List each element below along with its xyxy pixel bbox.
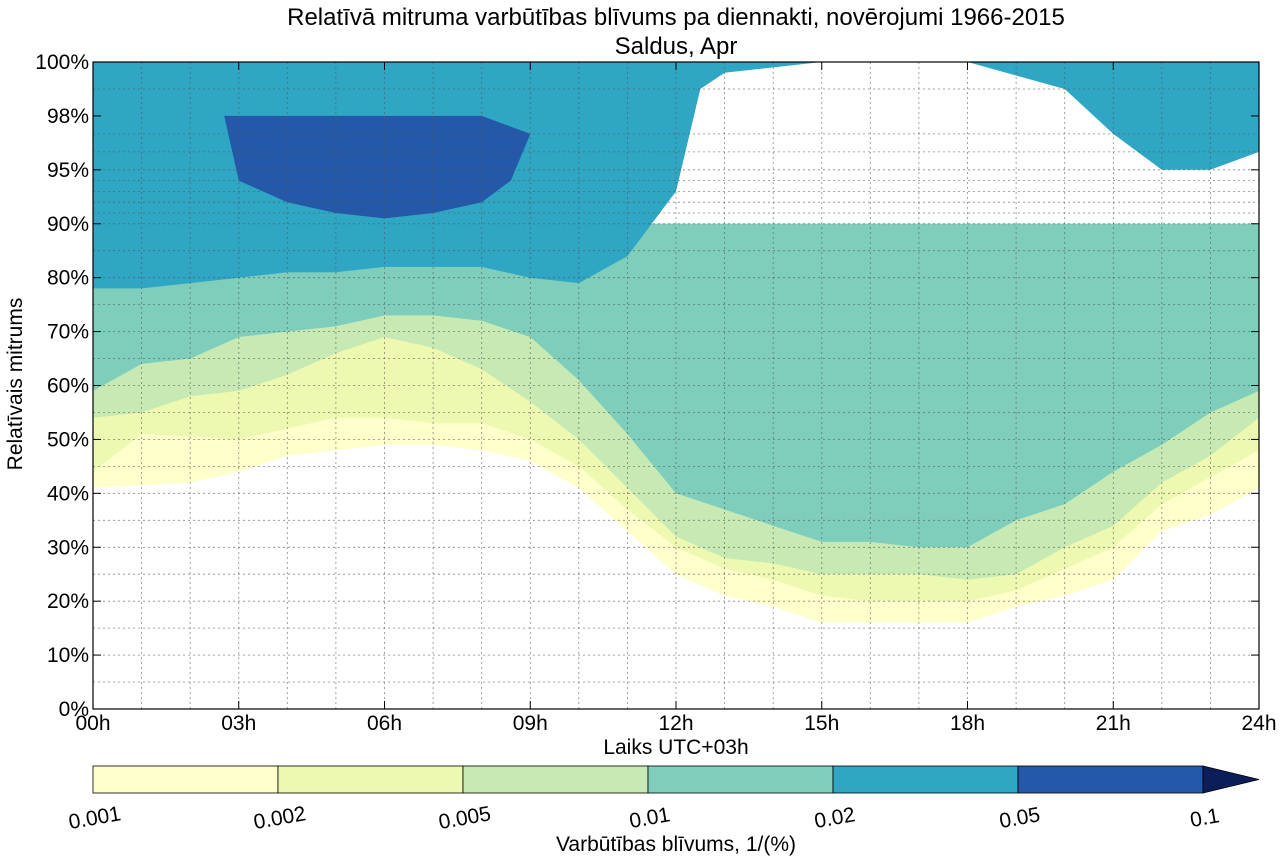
colorbar-tick-label: 0.005 bbox=[437, 802, 493, 834]
y-tick-label: 95% bbox=[47, 159, 89, 182]
colorbar-segment bbox=[277, 765, 464, 794]
density-region-5 bbox=[224, 115, 531, 219]
x-tick-label: 12h bbox=[658, 712, 693, 735]
y-tick-label: 70% bbox=[47, 321, 89, 344]
y-tick-label: 0% bbox=[59, 698, 89, 721]
x-tick-label: 09h bbox=[513, 712, 548, 735]
x-axis-label: Laiks UTC+03h bbox=[603, 736, 748, 759]
x-tick-label: 06h bbox=[367, 712, 402, 735]
y-tick-label: 100% bbox=[35, 51, 89, 74]
y-axis: 0% 10% 20% 30% 40% 50% 60% 70% 80% 90% 95% 98% 100% bbox=[35, 51, 1259, 721]
colorbar-tick-label: 0.05 bbox=[998, 803, 1042, 833]
y-tick-label: 10% bbox=[47, 644, 89, 667]
colorbar-segment bbox=[1017, 765, 1204, 794]
y-tick-label: 90% bbox=[47, 213, 89, 236]
x-tick-label: 03h bbox=[221, 712, 256, 735]
colorbar-segment bbox=[832, 765, 1019, 794]
colorbar-tick-label: 0.02 bbox=[813, 803, 857, 833]
colorbar-label: Varbūtības blīvums, 1/(%) bbox=[556, 833, 796, 856]
colorbar: 0.001 0.002 0.005 0.01 0.02 0.05 0.1 bbox=[67, 765, 1260, 834]
y-axis-label: Relatīvais mitrums bbox=[4, 298, 27, 471]
x-tick-label: 00h bbox=[75, 712, 110, 735]
colorbar-tick-label: 0.002 bbox=[252, 802, 308, 834]
x-tick-label: 18h bbox=[950, 712, 985, 735]
colorbar-tick-label: 0.1 bbox=[1188, 804, 1221, 832]
x-tick-label: 24h bbox=[1241, 712, 1276, 735]
grid bbox=[93, 62, 1259, 709]
colorbar-extend-arrow bbox=[1202, 765, 1260, 794]
y-tick-label: 40% bbox=[47, 482, 89, 505]
x-tick-label: 21h bbox=[1096, 712, 1131, 735]
y-tick-label: 20% bbox=[47, 590, 89, 613]
chart-subtitle: Saldus, Apr bbox=[615, 33, 738, 60]
colorbar-tick-label: 0.01 bbox=[628, 803, 672, 833]
chart-title: Relatīvā mitruma varbūtības blīvums pa d… bbox=[287, 4, 1065, 31]
y-tick-label: 60% bbox=[47, 375, 89, 398]
y-tick-label: 98% bbox=[47, 105, 89, 128]
colorbar-segment bbox=[462, 765, 649, 794]
x-axis: 00h 03h 06h 09h 12h 15h 18h 21h 24h bbox=[75, 62, 1277, 735]
colorbar-segment bbox=[92, 765, 279, 794]
y-tick-label: 50% bbox=[47, 428, 89, 451]
y-tick-label: 30% bbox=[47, 536, 89, 559]
colorbar-tick-label: 0.001 bbox=[67, 802, 123, 834]
x-tick-label: 15h bbox=[804, 712, 839, 735]
y-tick-label: 80% bbox=[47, 267, 89, 290]
colorbar-segment bbox=[647, 765, 834, 794]
